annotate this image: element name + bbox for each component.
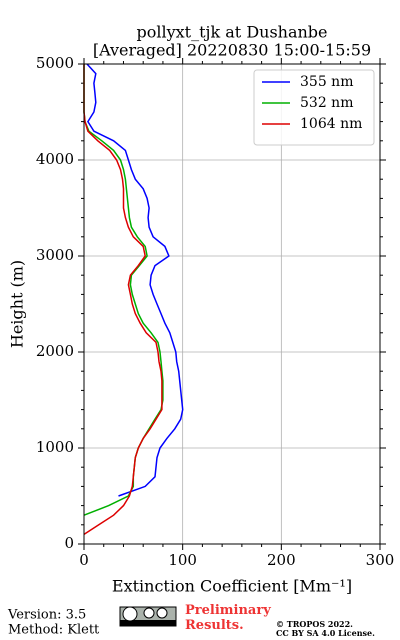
plot-frame bbox=[83, 63, 381, 545]
legend-label: 1064 nm bbox=[300, 116, 362, 132]
copyright: © TROPOS 2022. bbox=[276, 619, 353, 629]
line-series bbox=[86, 63, 184, 497]
version: Version: 3.5 bbox=[7, 608, 86, 623]
chart-subtitle: [Averaged] 20220830 15:00-15:59 bbox=[93, 41, 371, 60]
method: Method: Klett bbox=[8, 623, 100, 638]
x-tick-label: 0 bbox=[79, 551, 89, 569]
preliminary-note: Preliminary Results. bbox=[185, 603, 271, 633]
plot-area: 355 nm 532 nm 1064 nm bbox=[78, 58, 386, 550]
x-axis-label: Extinction Coefficient [Mm⁻¹] bbox=[112, 577, 352, 596]
y-tick-label: 2000 bbox=[36, 342, 74, 360]
chart-title: pollyxt_tjk at Dushanbe bbox=[136, 23, 327, 42]
legend-box bbox=[253, 69, 375, 146]
legend-label: 355 nm bbox=[300, 74, 353, 90]
legend-label: 532 nm bbox=[300, 95, 353, 111]
y-tick-label: 1000 bbox=[36, 438, 74, 456]
y-tick-label: 4000 bbox=[36, 150, 74, 168]
license: CC BY SA 4.0 License. bbox=[276, 628, 375, 638]
y-tick-label: 5000 bbox=[36, 54, 74, 72]
y-tick-label: 3000 bbox=[36, 246, 74, 264]
cc-icon bbox=[119, 606, 177, 627]
x-tick-label: 200 bbox=[267, 551, 296, 569]
y-axis-label: Height (m) bbox=[8, 260, 27, 348]
x-tick-label: 300 bbox=[366, 551, 395, 569]
y-tick-label: 0 bbox=[64, 534, 74, 552]
line-series bbox=[83, 64, 163, 536]
x-tick-label: 100 bbox=[168, 551, 197, 569]
